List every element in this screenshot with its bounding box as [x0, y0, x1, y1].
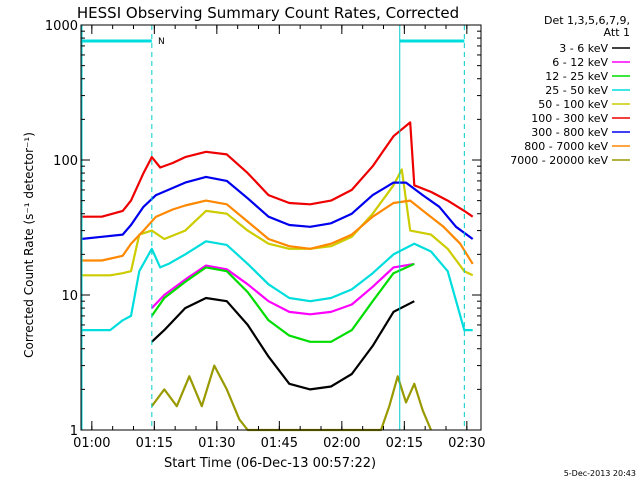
- y-tick-label: 1: [70, 424, 78, 439]
- y-tick-label: 10: [61, 289, 78, 304]
- series-line-25-50-kev: [81, 240, 473, 332]
- x-axis-label: Start Time (06-Dec-13 00:57:22): [164, 456, 376, 471]
- y-tick-label: 100: [53, 154, 78, 169]
- x-tick-label: 02:30: [448, 436, 485, 451]
- y-axis-label: Corrected Count Rate (s⁻¹ detector⁻¹): [22, 132, 36, 358]
- y-tick-label: 1000: [45, 19, 78, 34]
- x-tick-label: 01:30: [198, 436, 235, 451]
- legend-label: 6 - 12 keV: [552, 56, 608, 69]
- y-axis: 1 10 100 1000: [45, 19, 481, 439]
- legend-label: 7000 - 20000 keV: [510, 154, 608, 167]
- series-line-300-800-kev: [80, 175, 474, 241]
- legend-label: 800 - 7000 keV: [524, 140, 608, 153]
- legend-label: 25 - 50 keV: [545, 84, 608, 97]
- x-tick-label: 02:15: [386, 436, 423, 451]
- plot-area: 01:00 01:15 01:30 01:45 02:00 02:15 02:30 1101…: [45, 19, 486, 451]
- legend-header-line: Det 1,3,5,6,7,9,: [544, 14, 630, 27]
- legend-label: 12 - 25 keV: [545, 70, 608, 83]
- x-axis: 01:00 01:15 01:30 01:45 02:00 02:15 02:30: [73, 25, 486, 451]
- series-line-100-300-kev: [81, 121, 474, 218]
- legend-header-line: Att 1: [604, 26, 630, 39]
- series-line-7000-20000-kev: [150, 364, 433, 432]
- series-line-6-12-kev: [151, 262, 415, 316]
- series-line-3-6-kev: [151, 296, 415, 391]
- plot-frame: [80, 24, 482, 431]
- footer-date: 5-Dec-2013 20:43: [564, 469, 636, 478]
- series-line-12-25-kev: [150, 262, 415, 343]
- x-tick-label: 01:15: [136, 436, 173, 451]
- legend-header: Det 1,3,5,6,7,9,Att 1: [544, 14, 630, 39]
- x-tick-label: 02:00: [323, 436, 360, 451]
- legend-label: 300 - 800 keV: [531, 126, 608, 139]
- series-line-50-100-kev: [81, 168, 474, 277]
- x-tick-label: 01:45: [261, 436, 298, 451]
- series-line-800-7000-kev: [81, 199, 474, 265]
- legend-label: 100 - 300 keV: [531, 112, 608, 125]
- legend-label: 3 - 6 keV: [559, 42, 608, 55]
- night-label: N: [158, 37, 165, 47]
- legend-label: 50 - 100 keV: [538, 98, 608, 111]
- series-layer: [80, 121, 474, 432]
- overlay-layer: [81, 25, 465, 430]
- chart-title: HESSI Observing Summary Count Rates, Cor…: [77, 4, 459, 22]
- x-tick-label: 01:00: [73, 436, 110, 451]
